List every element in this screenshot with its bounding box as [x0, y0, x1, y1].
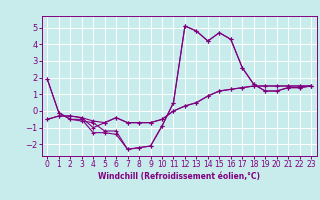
X-axis label: Windchill (Refroidissement éolien,°C): Windchill (Refroidissement éolien,°C) — [98, 172, 260, 181]
